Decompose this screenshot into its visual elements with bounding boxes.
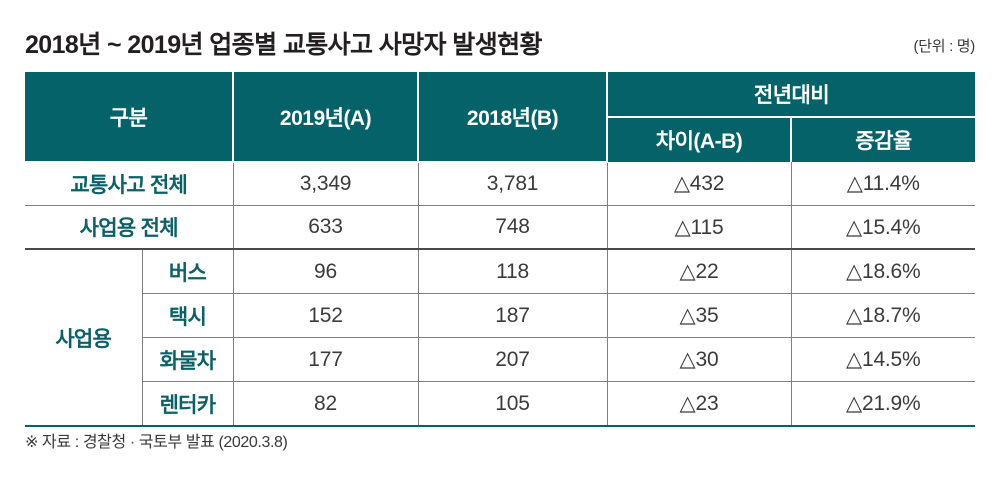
header-row-primary: 구분 2019년(A) 2018년(B) 전년대비 xyxy=(25,72,976,163)
table-body: 교통사고 전체 3,349 3,781 △432 △11.4% 사업용 전체 6… xyxy=(25,162,976,427)
table-row: 사업용 전체 633 748 △115 △15.4% xyxy=(25,205,976,250)
cell-year-b: 207 xyxy=(418,337,608,382)
page-title: 2018년 ~ 2019년 업종별 교통사고 사망자 발생현황 xyxy=(25,31,543,59)
cell-diff: △432 xyxy=(607,162,792,206)
table-row: 택시 152 187 △35 △18.7% xyxy=(25,293,976,338)
column-header-year-a: 2019년(A) xyxy=(233,72,420,163)
cell-year-b: 105 xyxy=(418,381,608,426)
table-row: 렌터카 82 105 △23 △21.9% xyxy=(25,381,975,426)
row-label-commercial-total: 사업용 전체 xyxy=(25,205,234,250)
cell-year-a: 3,349 xyxy=(233,162,419,206)
cell-year-a: 633 xyxy=(233,205,419,250)
cell-year-a: 177 xyxy=(233,337,419,382)
row-label-taxi: 택시 xyxy=(142,293,234,338)
cell-year-b: 3,781 xyxy=(418,162,608,206)
table-row: 사업용 버스 96 118 △22 △18.6% xyxy=(25,249,976,427)
cell-year-a: 96 xyxy=(233,249,419,294)
page-header: 2018년 ~ 2019년 업종별 교통사고 사망자 발생현황 (단위 : 명) xyxy=(25,14,975,58)
cell-diff: △23 xyxy=(607,381,792,426)
cell-rate: △11.4% xyxy=(791,162,976,206)
column-header-category: 구분 xyxy=(25,72,235,163)
unit-note: (단위 : 명) xyxy=(913,38,976,55)
cell-year-b: 748 xyxy=(418,205,608,250)
cell-year-b: 187 xyxy=(418,293,608,338)
column-header-year-b: 2018년(B) xyxy=(418,72,609,163)
cell-year-b: 118 xyxy=(418,249,608,294)
row-group-label-commercial: 사업용 xyxy=(25,249,143,427)
header-row-secondary: 차이(A-B) 증감율 xyxy=(25,117,976,162)
row-label-truck: 화물차 xyxy=(142,337,234,382)
cell-year-a: 152 xyxy=(233,293,419,338)
cell-rate: △21.9% xyxy=(846,392,921,415)
cell-diff: △22 xyxy=(607,249,792,294)
cell-diff: △35 xyxy=(607,293,792,338)
statistics-table-container: 구분 2019년(A) 2018년(B) 전년대비 차이(A-B) 증감율 교통… xyxy=(25,72,976,427)
column-header-compare-group: 전년대비 xyxy=(607,72,976,118)
cell-rate: △15.4% xyxy=(791,205,976,250)
row-label-bus: 버스 xyxy=(142,249,234,294)
cell-rate: △18.6% xyxy=(791,249,976,294)
cell-diff: △115 xyxy=(607,205,792,250)
source-footnote: ※ 자료 : 경찰청 · 국토부 발표 (2020.3.8) xyxy=(25,434,288,451)
table-row: 교통사고 전체 3,349 3,781 △432 △11.4% xyxy=(25,162,976,206)
table-row: 화물차 177 207 △30 △14.5% xyxy=(25,337,976,382)
statistics-table: 구분 2019년(A) 2018년(B) 전년대비 차이(A-B) 증감율 교통… xyxy=(25,72,976,427)
row-label-rentcar: 렌터카 xyxy=(142,381,234,426)
column-header-diff: 차이(A-B) xyxy=(607,117,793,162)
column-header-rate: 증감율 xyxy=(791,117,976,162)
cell-diff: △30 xyxy=(607,337,792,382)
cell-year-a: 82 xyxy=(233,381,419,426)
cell-rate: △18.7% xyxy=(791,293,976,338)
table-header: 구분 2019년(A) 2018년(B) 전년대비 차이(A-B) 증감율 xyxy=(25,72,976,163)
cell-rate: △14.5% xyxy=(791,337,976,382)
row-label-total-accidents: 교통사고 전체 xyxy=(25,162,234,206)
